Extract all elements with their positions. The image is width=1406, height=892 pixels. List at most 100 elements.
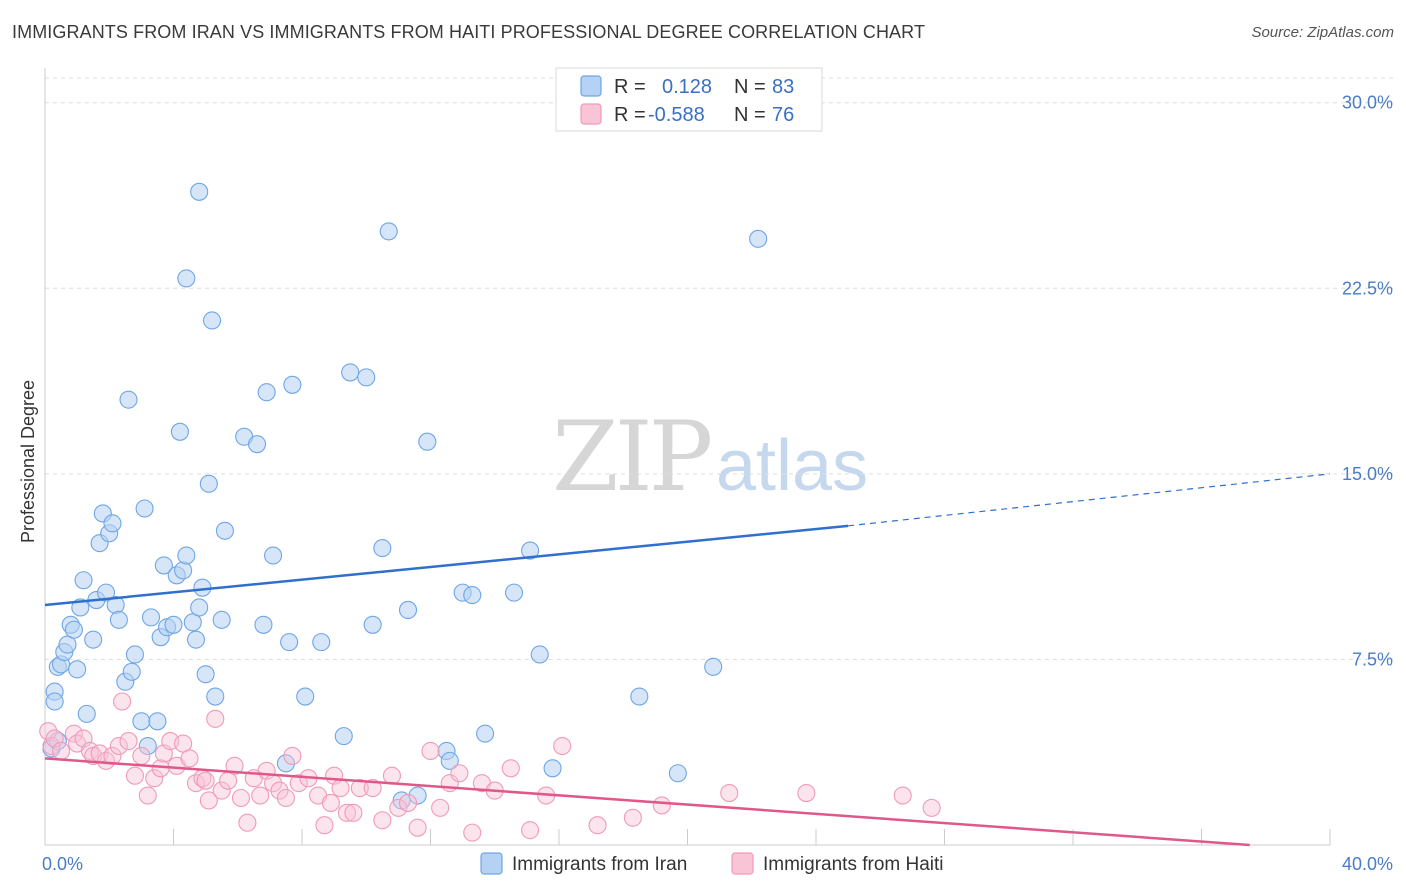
iran-point-81 [630,687,649,706]
haiti-point-65 [501,759,520,778]
iran-point-29 [138,736,157,756]
haiti-point-46 [321,793,340,812]
haiti-point-68 [553,736,572,756]
iran-point-64 [357,368,376,387]
haiti-point-61 [450,764,469,783]
haiti-point-18 [145,769,164,788]
iran-point-76 [476,724,495,743]
iran-point-78 [521,541,540,560]
y-tick-labels: 7.5% 15.0% 22.5% 30.0% [1342,93,1393,670]
iran-point-30 [141,608,161,627]
haiti-point-40 [276,788,295,808]
iran-point-39 [177,546,196,565]
iran-point-53 [247,435,267,454]
y-tick-label-0: 7.5% [1352,649,1393,669]
legend-r-label-haiti: R = [614,104,646,126]
iran-point-66 [373,539,392,558]
grid-lines [45,77,1395,660]
iran-point-65 [363,615,382,634]
haiti-point-49 [337,803,357,822]
haiti-point-36 [251,786,270,805]
iran-point-22 [109,610,128,629]
haiti-point-48 [331,779,350,798]
haiti-point-28 [199,791,218,810]
legend-swatch-haiti [580,103,602,125]
haiti-point-13 [113,692,132,711]
trend-lines [44,473,1331,847]
y-axis-label: Professional Degree [18,380,38,543]
haiti-point-51 [350,779,369,798]
haiti-point-3 [52,741,71,761]
haiti-point-52 [363,779,382,798]
bottom-legend-label-haiti: Immigrants from Haiti [763,854,944,875]
iran-point-9 [64,620,83,639]
iran-point-44 [190,182,209,201]
iran-point-24 [119,390,138,409]
iran-point-75 [463,586,482,605]
iran-point-28 [135,499,154,518]
iran-point-35 [164,615,183,634]
iran-point-27 [132,712,151,731]
haiti-point-62 [463,823,482,842]
iran-point-77 [504,583,524,602]
haiti-point-66 [521,821,540,840]
haiti-point-74 [893,786,912,805]
haiti-point-4 [64,724,83,743]
iran-point-82 [668,764,687,783]
legend-r-value-iran: 0.128 [662,76,712,98]
iran-point-20 [103,514,122,533]
haiti-point-50 [344,803,363,822]
haiti-point-16 [132,746,151,765]
legend-n-value-haiti: 76 [772,104,794,126]
iran-point-83 [704,657,723,676]
iran-point-43 [190,598,209,617]
haiti-point-34 [238,813,257,832]
haiti-point-73 [797,783,816,803]
trend-line-haiti [44,757,1250,847]
trend-line-iran-extension [848,473,1331,527]
haiti-point-58 [421,741,440,761]
iran-point-11 [71,598,90,617]
watermark-atlas: atlas [716,426,868,506]
iran-point-63 [341,363,360,382]
iran-point-47 [199,474,218,493]
iran-point-13 [77,704,96,723]
iran-point-18 [96,583,116,602]
iran-point-10 [68,660,87,679]
iran-point-57 [276,754,295,773]
haiti-point-59 [431,798,450,817]
iran-point-49 [206,687,225,706]
haiti-point-70 [623,808,642,827]
iran-point-67 [379,222,398,241]
haiti-point-0 [39,722,58,741]
iran-point-31 [148,712,167,731]
iran-point-56 [264,546,283,565]
haiti-point-12 [109,736,128,756]
watermark-zip: ZIP [552,401,711,513]
iran-point-58 [280,633,299,652]
iran-point-26 [125,645,144,664]
iran-point-79 [530,645,549,664]
iran-point-40 [177,269,196,288]
iran-point-46 [196,665,215,684]
haiti-point-32 [225,756,244,775]
iran-point-12 [74,571,93,590]
haiti-point-27 [196,771,215,790]
iran-point-50 [212,610,231,629]
iran-point-84 [749,229,768,248]
iran-point-55 [257,383,276,402]
legend-r-label-iran: R = [614,76,646,98]
haiti-point-24 [180,749,199,768]
haiti-point-57 [408,818,427,837]
haiti-point-75 [922,798,941,817]
iran-point-2 [45,692,64,711]
axes [44,68,1331,846]
haiti-point-71 [652,796,671,815]
haiti-point-30 [212,781,231,800]
iran-point-54 [254,615,273,634]
legend-n-label-haiti: N = [734,104,766,126]
haiti-point-56 [398,793,418,812]
series-legend: Immigrants from Iran Immigrants from Hai… [480,852,944,875]
haiti-point-69 [588,816,607,835]
